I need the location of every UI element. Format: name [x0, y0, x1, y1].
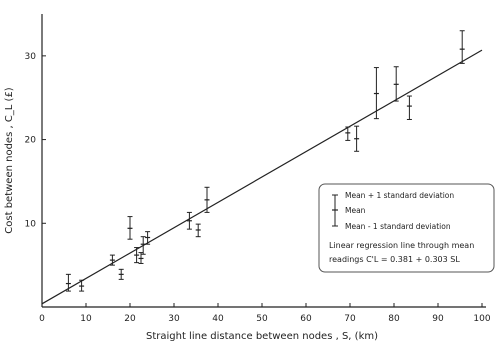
- y-tick-label: 30: [25, 52, 37, 62]
- legend-errorbar-symbol: [332, 194, 338, 227]
- x-tick-label: 70: [344, 314, 356, 324]
- error-bar-point: [134, 247, 140, 264]
- y-ticks: 10 20 30: [25, 52, 46, 229]
- legend-box: [318, 183, 495, 273]
- legend: Mean + 1 standard deviation Mean Mean - …: [318, 183, 495, 273]
- error-bar-point: [118, 268, 124, 280]
- x-tick-label: 60: [300, 314, 312, 324]
- error-bar-point: [127, 216, 133, 240]
- regression-line: [41, 49, 483, 305]
- x-tick-label: 80: [388, 314, 400, 324]
- legend-mean-label: Mean: [345, 206, 366, 215]
- regression-line-group: [41, 49, 483, 305]
- x-axis-title: Straight line distance between nodes , S…: [146, 331, 378, 342]
- axes: [41, 14, 486, 308]
- legend-regression-equation: readings C'L = 0.381 + 0.303 SL: [329, 255, 460, 264]
- y-axis-title: Cost between nodes , C_L (£): [4, 87, 15, 234]
- x-tick-label: 10: [80, 314, 92, 324]
- error-bar-point: [65, 273, 71, 292]
- x-tick-label: 20: [124, 314, 136, 324]
- y-tick-label: 20: [25, 136, 37, 146]
- error-bar-point: [373, 67, 379, 120]
- error-bar-point: [186, 211, 192, 230]
- error-bar-point: [140, 236, 146, 255]
- x-ticks: 0 10 20 30 40 50 60 70 80 90 100: [39, 303, 491, 324]
- y-tick-label: 10: [25, 219, 37, 229]
- error-bar-point: [145, 231, 151, 245]
- error-bar-point: [345, 126, 351, 141]
- legend-upper-label: Mean + 1 standard deviation: [345, 191, 454, 200]
- data-points: [65, 30, 465, 292]
- error-bar-point: [459, 30, 465, 64]
- error-bar-point: [109, 254, 115, 266]
- error-bar-point: [204, 186, 210, 213]
- x-tick-label: 0: [39, 314, 45, 324]
- legend-regression-note: Linear regression line through mean: [329, 241, 474, 250]
- x-tick-label: 100: [473, 314, 490, 324]
- error-bar-point: [79, 279, 85, 292]
- error-bar-point: [354, 125, 360, 152]
- legend-lower-label: Mean - 1 standard deviation: [345, 222, 451, 231]
- error-bar-point: [393, 66, 399, 102]
- x-tick-label: 50: [256, 314, 268, 324]
- x-tick-label: 40: [212, 314, 224, 324]
- x-tick-label: 30: [168, 314, 180, 324]
- error-bar-point: [195, 223, 201, 238]
- error-bar-point: [406, 95, 412, 120]
- x-tick-label: 90: [432, 314, 444, 324]
